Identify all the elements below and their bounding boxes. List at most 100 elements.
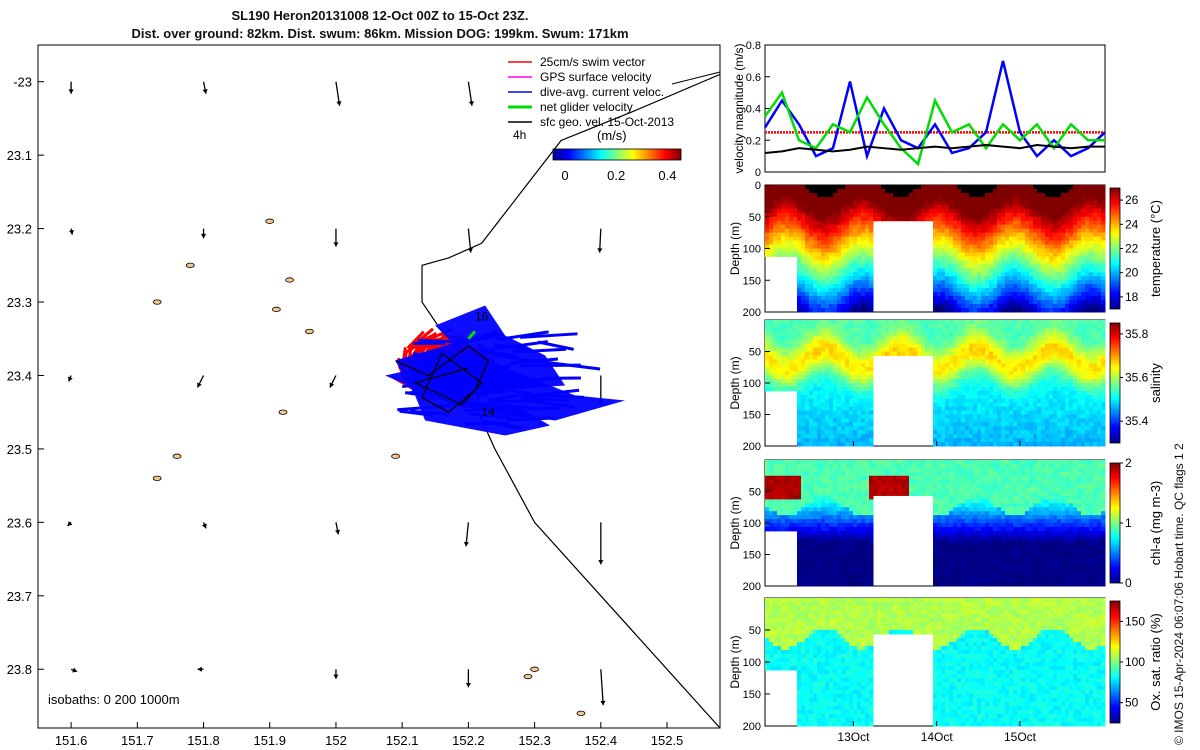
salinity-cell [861, 331, 866, 337]
salinity-cell [1005, 414, 1010, 419]
chl-a-cell [765, 483, 770, 489]
temperature-cell [1017, 264, 1022, 269]
temperature-cell [837, 296, 842, 301]
salinity-cell [973, 363, 978, 368]
temperature-cell [781, 224, 786, 230]
temperature-cell [1057, 212, 1062, 218]
salinity-cell [1041, 390, 1046, 396]
temperature-cell [817, 288, 822, 293]
salinity-cell [813, 343, 818, 349]
temperature-cell [1077, 228, 1082, 234]
temperature-cell [1093, 276, 1098, 281]
salinity-cell [1045, 406, 1050, 412]
temperature-cell [1025, 224, 1030, 230]
salinity-cell [993, 422, 998, 427]
salinity-cell [1009, 410, 1014, 415]
salinity-cell [917, 323, 922, 329]
temperature-cell [1089, 268, 1094, 273]
temperature-cell [1041, 304, 1046, 309]
temperature-cell [765, 185, 770, 190]
temperature-cell [1053, 276, 1058, 281]
temperature-cell [845, 244, 850, 249]
salinity-cell [1021, 406, 1026, 412]
salinity-cell [837, 430, 842, 435]
temperature-cell [849, 228, 854, 234]
temperature-cell [1045, 200, 1050, 206]
salinity-cell [1017, 430, 1022, 435]
temperature-cell [765, 216, 770, 222]
salinity-cell [1097, 351, 1102, 356]
temperature-cell [1097, 284, 1102, 289]
salinity-cell [1085, 363, 1090, 368]
temperature-cell [993, 308, 998, 313]
chl-a-cell [765, 519, 770, 524]
temperature-cell [957, 268, 962, 273]
salinity-cell [973, 331, 978, 337]
salinity-cell [861, 355, 866, 360]
temperature-cell [793, 224, 798, 230]
temperature-cell [937, 280, 942, 285]
temperature-cell [833, 228, 838, 234]
temperature-cell [1057, 252, 1062, 257]
temperature-cell [905, 188, 910, 194]
salinity-cell [841, 335, 846, 341]
temperature-cell [981, 228, 986, 234]
current-vector [489, 340, 548, 352]
temperature-cell [965, 248, 970, 253]
reef-outline [523, 673, 533, 680]
temperature-cell [817, 256, 822, 261]
temperature-cell [985, 292, 990, 297]
temperature-cell [1037, 224, 1042, 230]
temperature-cell [993, 288, 998, 293]
geo-vector-arrowhead [333, 674, 339, 679]
salinity-cell [865, 418, 870, 423]
chl-a-cell [777, 483, 782, 489]
temperature-cell [1005, 232, 1010, 238]
temperature-cell [833, 252, 838, 257]
temperature-cell [969, 192, 974, 198]
temperature-cell [1081, 288, 1086, 293]
temperature-cell [1057, 204, 1062, 210]
salinity-cell [1065, 339, 1070, 345]
temperature-cell [849, 236, 854, 242]
salinity-cell [977, 383, 982, 388]
velocity-y-tick-label: 0 [755, 167, 761, 179]
salinity-cell [881, 323, 886, 329]
salinity-cell [1009, 442, 1014, 447]
salinity-cell [1029, 323, 1034, 329]
temperature-cell [969, 292, 974, 297]
temperature-cell [1073, 236, 1078, 242]
temperature-cell [953, 296, 958, 301]
salinity-cell [1097, 398, 1102, 404]
salinity-cell [809, 375, 814, 380]
salinity-cell [1001, 442, 1006, 447]
reef-outline [305, 328, 314, 335]
temperature-cell [1073, 260, 1078, 265]
salinity-cell [1057, 422, 1062, 427]
temperature-cell [985, 200, 990, 206]
temperature-cell [1101, 240, 1106, 246]
temperature-cell [857, 220, 862, 226]
salinity-cell [949, 410, 954, 415]
map-y-tick-label: 23.1 [7, 148, 32, 163]
salinity-cell [1025, 430, 1030, 435]
salinity-cell [949, 355, 954, 360]
temperature-cell [821, 248, 826, 253]
salinity-cell [793, 379, 798, 384]
temperature-cell [1085, 216, 1090, 222]
temperature-cell [1089, 212, 1094, 218]
temperature-cell [801, 216, 806, 222]
salinity-cell [1045, 339, 1050, 345]
salinity-cell [1097, 347, 1102, 352]
salinity-cell [885, 351, 890, 356]
salinity-cell [941, 406, 946, 412]
salinity-cell [1101, 442, 1106, 447]
salinity-cell [821, 426, 826, 431]
temperature-cell [985, 304, 990, 309]
temperature-cell [829, 204, 834, 210]
temperature-cell [829, 224, 834, 230]
temperature-cell [1053, 268, 1058, 273]
salinity-cell [857, 343, 862, 349]
temperature-cell [1005, 196, 1010, 202]
salinity-cell [817, 359, 822, 364]
